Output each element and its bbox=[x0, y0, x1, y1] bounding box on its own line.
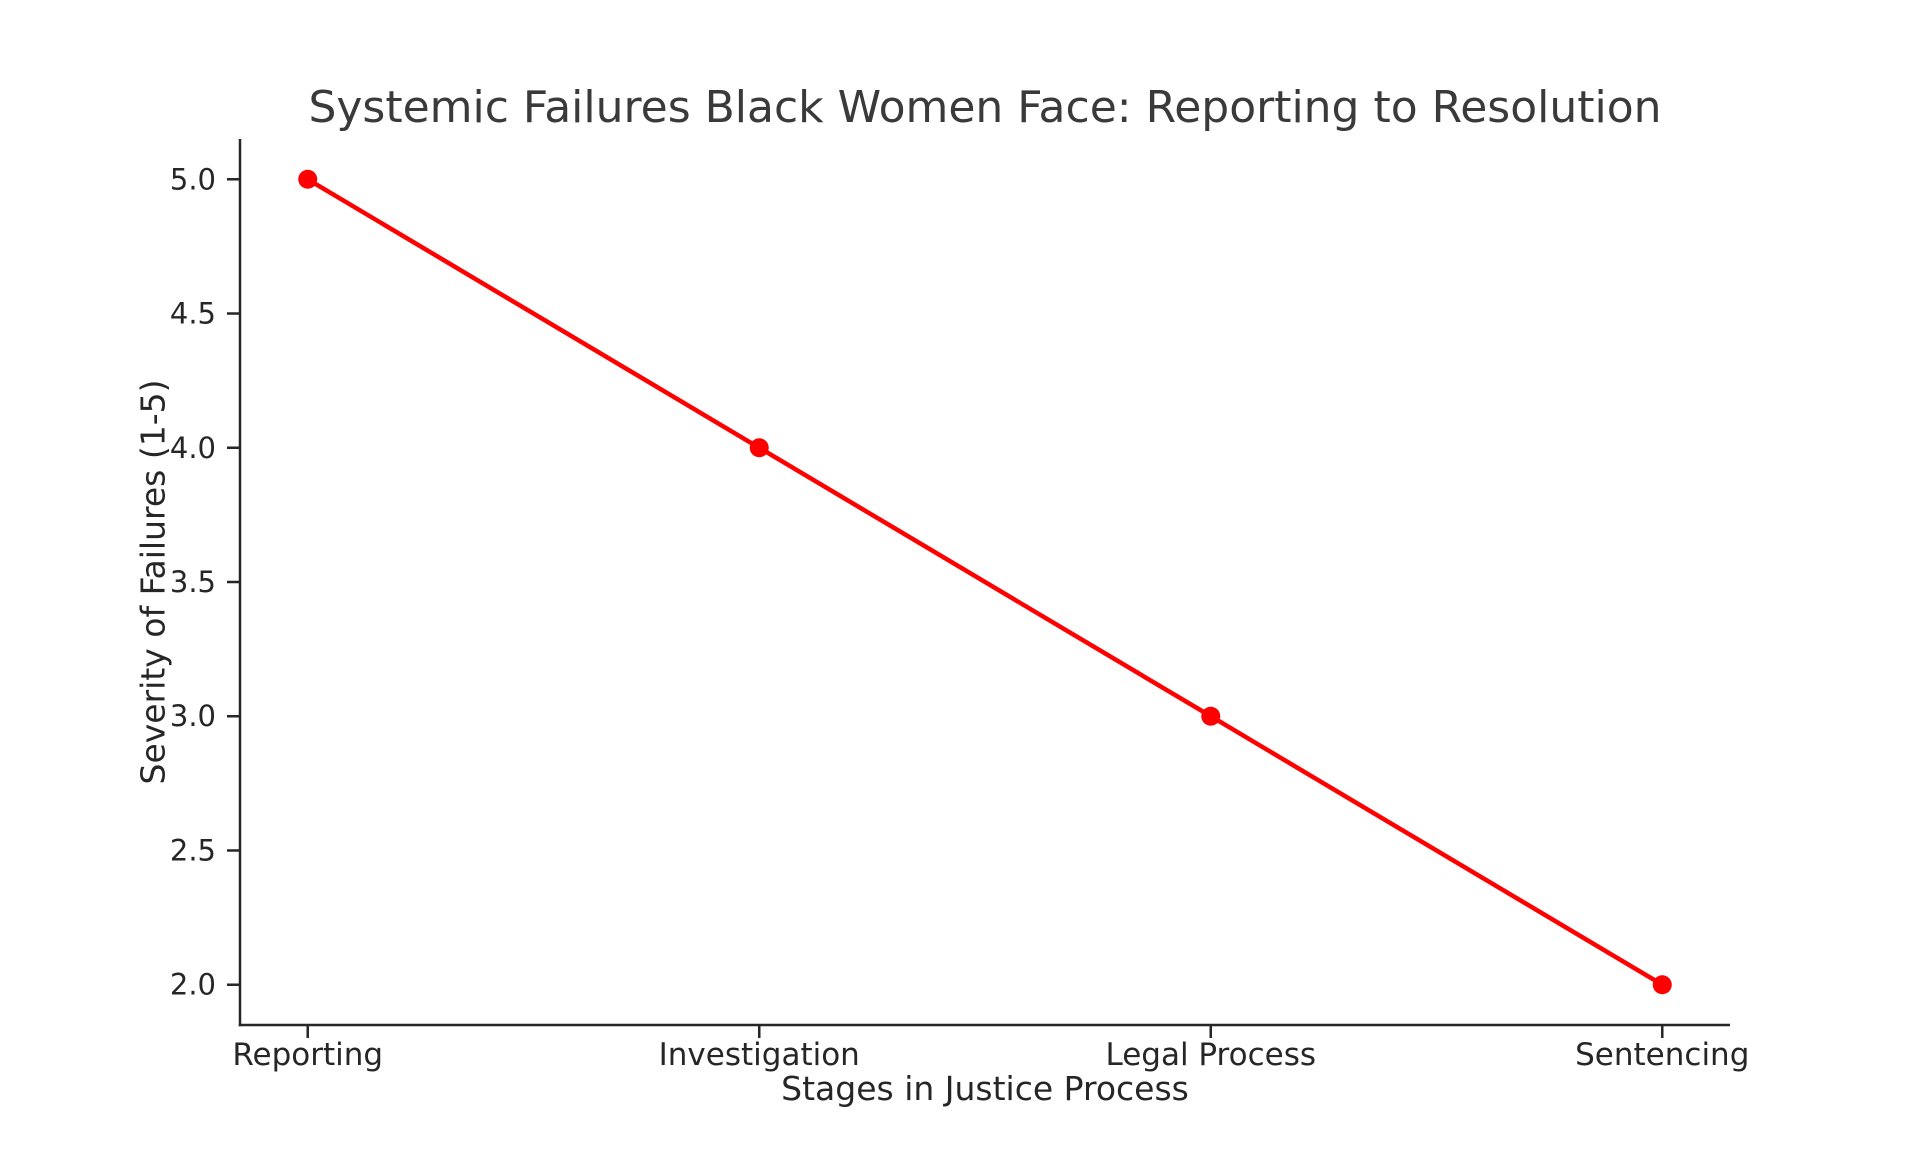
x-tick-label: Reporting bbox=[232, 1037, 383, 1073]
y-tick-label: 2.5 bbox=[170, 833, 216, 867]
x-axis-label: Stages in Justice Process bbox=[781, 1069, 1189, 1108]
y-tick-label: 5.0 bbox=[170, 162, 216, 196]
x-tick-label: Legal Process bbox=[1105, 1037, 1316, 1073]
data-line bbox=[305, 177, 1665, 987]
x-tick-label: Sentencing bbox=[1575, 1037, 1749, 1073]
y-tick-label: 3.5 bbox=[170, 565, 216, 599]
y-tick-label: 3.0 bbox=[170, 699, 216, 733]
y-tick-label: 4.0 bbox=[170, 431, 216, 465]
data-point bbox=[749, 438, 769, 458]
data-point bbox=[1201, 706, 1221, 726]
data-point bbox=[298, 169, 318, 189]
y-axis-label: Severity of Failures (1-5) bbox=[133, 379, 173, 785]
y-tick-label: 4.5 bbox=[170, 297, 216, 331]
data-point bbox=[1652, 975, 1672, 995]
x-tick-label: Investigation bbox=[659, 1037, 860, 1073]
y-tick-label: 2.0 bbox=[170, 968, 216, 1002]
chart-title: Systemic Failures Black Women Face: Repo… bbox=[308, 82, 1662, 133]
